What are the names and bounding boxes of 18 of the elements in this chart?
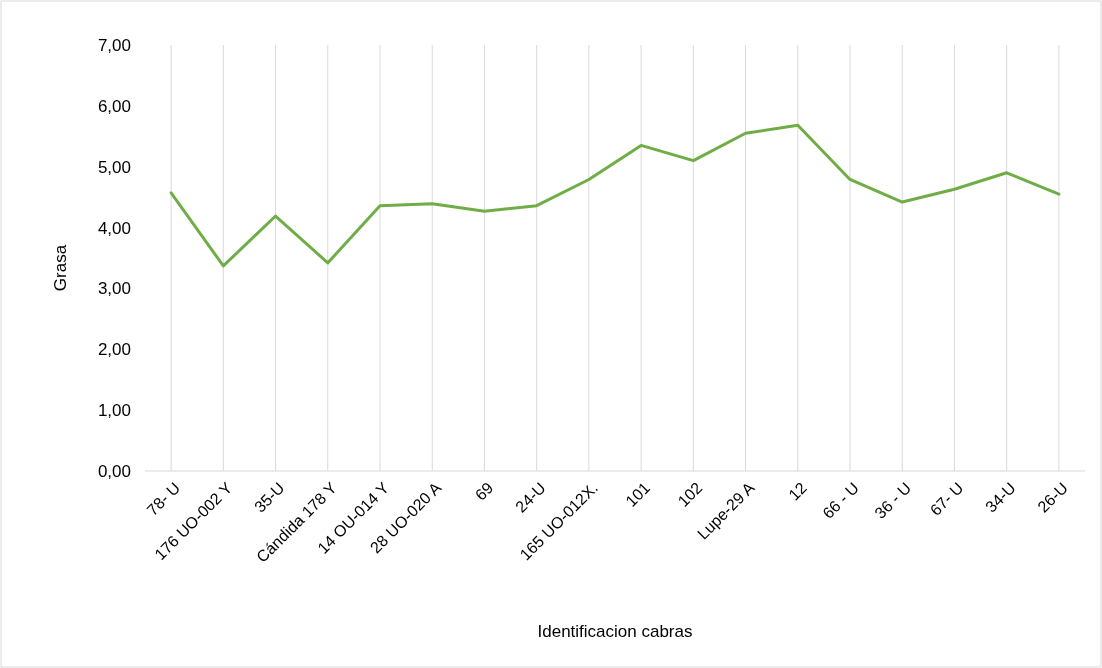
x-tick-label: 67- U [926, 479, 967, 519]
x-tick-label: 101 [622, 478, 654, 510]
x-tick-label: 66 - U [819, 479, 863, 522]
x-tick-label: 78- U [143, 479, 184, 519]
y-tick-label: 0,00 [97, 461, 131, 481]
y-tick-label: 4,00 [97, 218, 131, 238]
y-tick-label: 1,00 [97, 401, 131, 421]
line-series [169, 123, 1061, 268]
y-tick-label: 7,00 [97, 35, 131, 55]
y-tick-label: 2,00 [97, 340, 131, 360]
y-tick-label: 3,00 [97, 279, 131, 299]
y-axis-title: Grasa [51, 244, 70, 292]
x-tick-label: 69 [471, 478, 497, 504]
y-tick-label: 5,00 [97, 157, 131, 177]
x-axis-title: Identificacion cabras [537, 622, 693, 641]
y-tick-label: 6,00 [97, 96, 131, 116]
x-tick-label: 12 [785, 478, 810, 504]
x-tick-label: 36 - U [871, 479, 915, 522]
